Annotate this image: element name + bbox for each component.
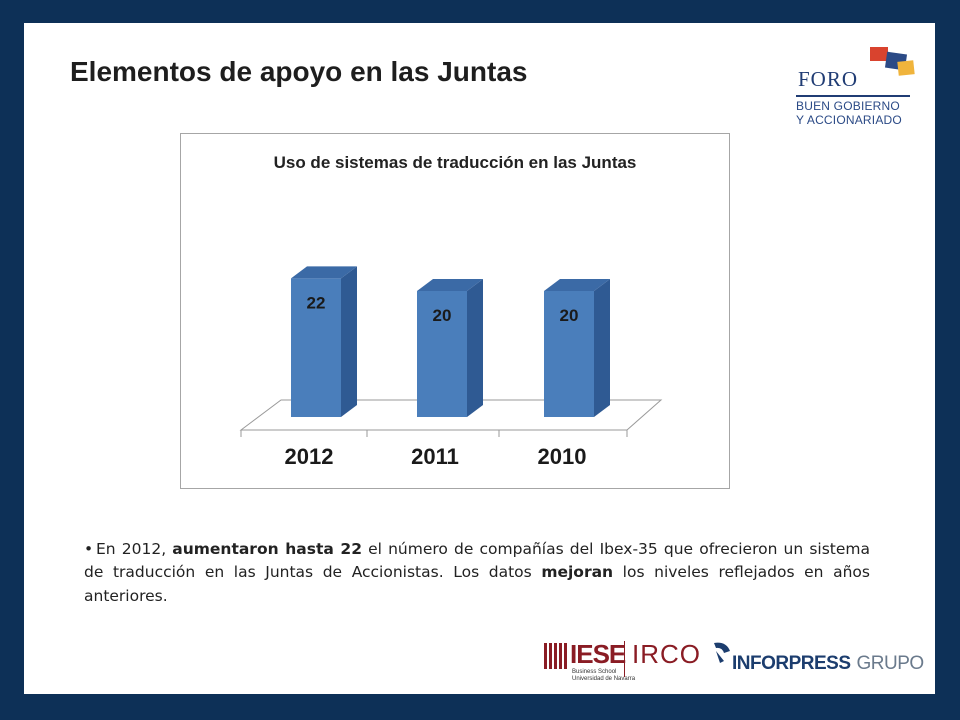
bar-side — [467, 279, 483, 417]
foro-name: FORO — [798, 67, 859, 91]
bar-2011: 20 — [417, 279, 483, 417]
iese-school: Business School — [572, 669, 617, 675]
bar-data-label: 22 — [307, 293, 326, 312]
bar-data-label: 20 — [560, 306, 579, 325]
foro-line2: Y ACCIONARIADO — [796, 113, 902, 127]
bar-front — [291, 278, 341, 417]
foro-line1: BUEN GOBIERNO — [796, 99, 900, 113]
x-tick-label: 2010 — [538, 444, 587, 469]
bar-side — [594, 279, 610, 417]
iese-stripes-icon — [544, 643, 567, 669]
logo-separator — [624, 641, 625, 677]
bullet-paragraph: • En 2012, aumentaron hasta 22 el número… — [84, 538, 870, 608]
bullet-text-2: el número de compañías del Ibex-35 que o… — [84, 540, 870, 582]
chart-title: Uso de sistemas de traducción en las Jun… — [274, 153, 637, 172]
chart-axis — [240, 429, 628, 437]
bar-2010: 20 — [544, 279, 610, 417]
bullet-text-1: En 2012, — [96, 540, 173, 558]
chart-tick-labels: 2012 2011 2010 — [285, 444, 587, 469]
inforpress-name: INFORPRESS — [732, 653, 851, 674]
chart-svg: Uso de sistemas de traducción en las Jun… — [239, 153, 663, 469]
x-tick-label: 2011 — [411, 444, 459, 469]
bar-2012: 22 — [291, 266, 357, 417]
slide-title: Elementos de apoyo en las Juntas — [70, 56, 528, 87]
bar-side — [341, 266, 357, 417]
chart-bars: 22 20 20 — [291, 266, 610, 417]
foro-mark-icon — [870, 47, 915, 76]
inforpress-mark-icon — [714, 642, 730, 663]
footer-logos: IESE Business School Universidad de Nava… — [544, 631, 924, 682]
bullet-dot: • — [84, 540, 94, 558]
irco-logo: IRCO — [632, 639, 701, 669]
iese-university: Universidad de Navarra — [572, 676, 636, 682]
foro-logo: FORO BUEN GOBIERNO Y ACCIONARIADO — [794, 43, 924, 133]
bullet-text-3: los niveles reflejados en años anteriore… — [84, 563, 870, 605]
iese-word: IESE — [570, 639, 626, 669]
x-tick-label: 2012 — [285, 444, 334, 469]
bar-front — [544, 291, 594, 417]
bar-top — [417, 279, 483, 291]
foro-divider — [796, 95, 910, 97]
inforpress-word: INFORPRESS GRUPO — [732, 653, 924, 675]
bar-top — [544, 279, 610, 291]
chart: Uso de sistemas de traducción en las Jun… — [180, 133, 730, 489]
inforpress-grupo: GRUPO — [856, 653, 925, 674]
bullet-bold-1: aumentaron hasta 22 — [172, 540, 362, 558]
bullet-bold-2: mejoran — [541, 563, 614, 582]
bullet-content: En 2012, aumentaron hasta 22 el número d… — [84, 538, 870, 608]
slide: Elementos de apoyo en las Juntas FORO BU… — [24, 23, 935, 694]
bar-front — [417, 291, 467, 417]
bar-data-label: 20 — [433, 306, 452, 325]
bar-top — [291, 266, 357, 279]
